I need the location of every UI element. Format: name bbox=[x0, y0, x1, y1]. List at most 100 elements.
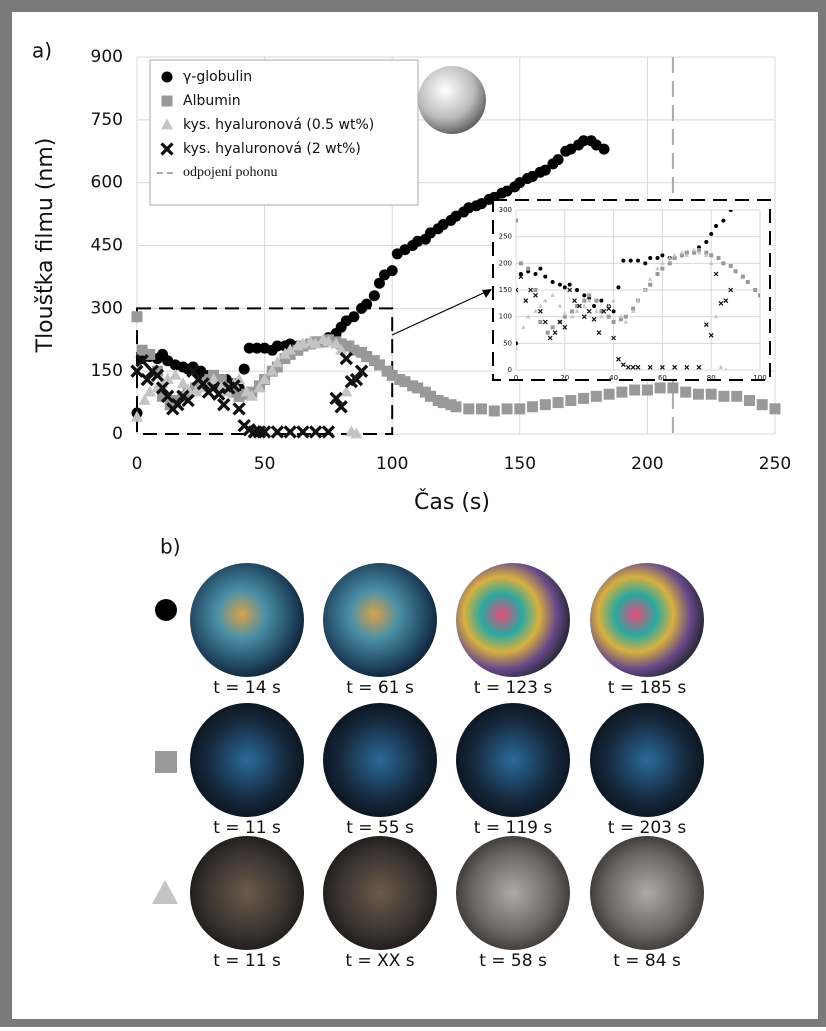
data-point bbox=[679, 250, 685, 255]
data-point bbox=[215, 374, 227, 386]
data-point bbox=[598, 143, 610, 155]
legend-label: kys. hyaluronová (2 wt%) bbox=[183, 141, 361, 157]
image-grid: t = 14 s t = 61 s t = 123 s t = 185 s t = 11… bbox=[190, 563, 704, 971]
data-point bbox=[130, 410, 144, 422]
x-tick-label: 150 bbox=[504, 454, 536, 474]
data-point bbox=[709, 260, 714, 265]
legend-label: γ-globulin bbox=[183, 69, 252, 85]
data-point bbox=[635, 364, 641, 370]
data-point bbox=[348, 311, 360, 323]
row-marker bbox=[152, 880, 178, 904]
data-point bbox=[667, 261, 672, 266]
data-point bbox=[713, 271, 719, 277]
data-point bbox=[696, 364, 702, 370]
data-point bbox=[731, 390, 743, 402]
caption: t = 123 s bbox=[474, 678, 553, 698]
y-tick-label: 300 bbox=[499, 206, 512, 214]
data-point bbox=[528, 287, 534, 293]
data-point bbox=[611, 309, 616, 314]
data-point bbox=[723, 298, 729, 304]
data-point bbox=[330, 337, 343, 349]
data-point bbox=[728, 264, 733, 268]
data-point bbox=[716, 256, 721, 260]
data-point bbox=[616, 386, 628, 398]
data-point bbox=[679, 253, 684, 258]
data-point bbox=[533, 272, 538, 276]
data-point bbox=[171, 398, 185, 412]
data-point bbox=[574, 308, 580, 313]
data-point bbox=[745, 280, 750, 284]
data-point bbox=[238, 363, 250, 375]
data-point bbox=[157, 390, 169, 402]
caption: t = XX s bbox=[345, 951, 414, 971]
data-point bbox=[659, 364, 665, 370]
data-point bbox=[636, 258, 640, 263]
data-point bbox=[368, 290, 380, 302]
data-point bbox=[232, 402, 246, 416]
legend-box bbox=[149, 59, 419, 206]
data-point bbox=[340, 385, 353, 397]
data-point bbox=[543, 274, 548, 279]
data-point bbox=[562, 324, 568, 330]
data-point bbox=[667, 382, 679, 394]
x-axis-title: Čas (s) bbox=[414, 489, 490, 515]
data-point bbox=[181, 383, 195, 395]
caption: t = 119 s bbox=[474, 818, 553, 838]
data-point bbox=[581, 314, 587, 320]
data-point bbox=[672, 252, 677, 257]
x-tick-label: 100 bbox=[753, 374, 766, 382]
data-point bbox=[578, 135, 590, 147]
caption: t = 185 s bbox=[608, 678, 687, 698]
data-point bbox=[704, 240, 709, 244]
data-point bbox=[136, 344, 148, 356]
data-point bbox=[565, 394, 577, 406]
y-axis-title: Tloušťka filmu (nm) bbox=[33, 138, 58, 354]
data-point bbox=[647, 364, 653, 370]
y-tick-label: 200 bbox=[499, 259, 512, 267]
data-point bbox=[582, 298, 587, 303]
data-point bbox=[660, 260, 665, 265]
data-point bbox=[672, 364, 678, 370]
data-point bbox=[296, 425, 310, 439]
data-point bbox=[349, 372, 364, 387]
data-point bbox=[257, 425, 272, 439]
data-point bbox=[703, 322, 709, 328]
micrograph bbox=[456, 563, 570, 677]
y-tick-label: 150 bbox=[499, 286, 512, 294]
data-point bbox=[196, 377, 211, 391]
data-point bbox=[567, 282, 572, 287]
y-tick-label: 50 bbox=[503, 339, 512, 347]
data-point bbox=[721, 218, 726, 223]
data-point bbox=[728, 210, 733, 212]
x-tick-label: 100 bbox=[376, 454, 408, 474]
data-point bbox=[361, 298, 373, 310]
caption: t = 14 s bbox=[213, 678, 281, 698]
data-point bbox=[567, 287, 573, 293]
legend-label: kys. hyaluronová (0.5 wt%) bbox=[183, 117, 374, 133]
y-tick-label: 900 bbox=[91, 47, 123, 67]
data-point bbox=[161, 71, 173, 83]
data-point bbox=[131, 311, 143, 323]
micrograph bbox=[323, 563, 437, 677]
data-point bbox=[169, 368, 182, 380]
data-point bbox=[518, 274, 524, 280]
micrograph bbox=[590, 836, 704, 950]
data-point bbox=[283, 425, 297, 439]
caption: t = 61 s bbox=[346, 678, 414, 698]
y-tick-label: 750 bbox=[91, 110, 123, 130]
data-point bbox=[582, 303, 587, 308]
data-point bbox=[618, 314, 624, 319]
data-point bbox=[518, 261, 523, 266]
data-point bbox=[437, 397, 449, 409]
caption: t = 58 s bbox=[479, 951, 547, 971]
data-point bbox=[463, 403, 475, 415]
data-point bbox=[533, 292, 538, 298]
micrograph bbox=[590, 563, 704, 677]
data-point bbox=[424, 390, 436, 402]
data-point bbox=[577, 303, 582, 309]
data-point bbox=[599, 309, 604, 314]
data-point bbox=[623, 319, 628, 324]
data-point bbox=[611, 335, 617, 341]
data-point bbox=[557, 303, 563, 308]
data-point bbox=[721, 261, 726, 266]
